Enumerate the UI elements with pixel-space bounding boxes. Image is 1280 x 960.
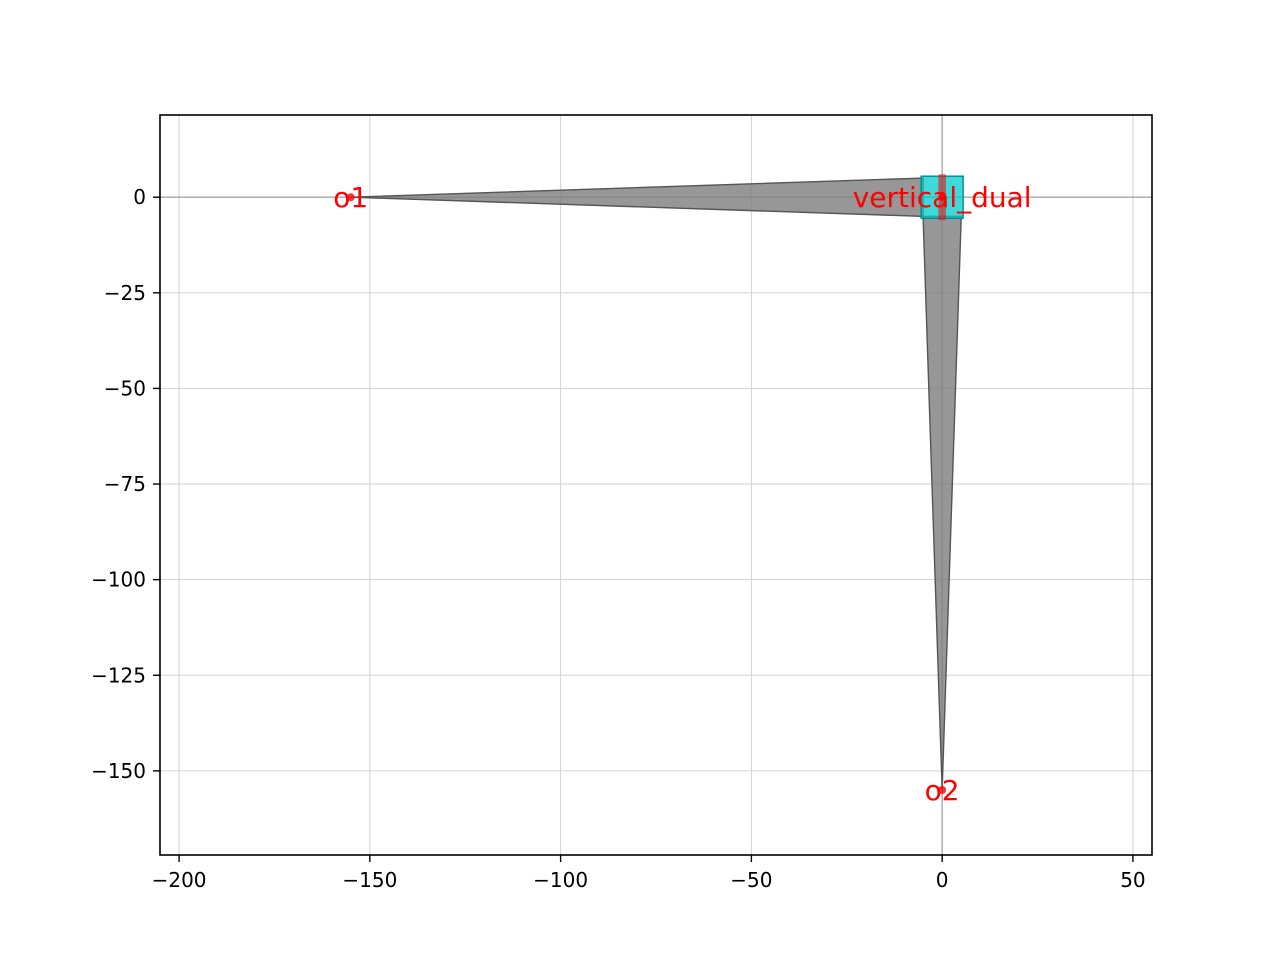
point-label-o2: o2	[925, 774, 960, 807]
x-tick-label: −200	[152, 868, 207, 892]
point-label-vertical_dual: vertical_dual	[853, 181, 1032, 214]
x-tick-label: 50	[1120, 868, 1145, 892]
y-tick-label: −125	[91, 663, 146, 687]
point-marker-o1	[346, 193, 355, 202]
axes-frame	[159, 114, 1153, 856]
y-tick-label: −50	[104, 376, 146, 400]
point-marker-o2	[938, 785, 947, 794]
y-tick-label: 0	[133, 185, 146, 209]
x-tick-label: −100	[533, 868, 588, 892]
plot-area: o1 o2 vertical_dual	[160, 115, 1152, 855]
y-tick-label: −75	[104, 472, 146, 496]
point-label-o1: o1	[333, 181, 368, 214]
x-tick-label: 0	[936, 868, 949, 892]
y-tick-label: −25	[104, 281, 146, 305]
tick-layer: −200 −150 −100 −50 0 50 0 −25 −50 −75 −100 −125 −150	[91, 185, 1146, 892]
x-tick-label: −150	[342, 868, 397, 892]
y-tick-label: −150	[91, 759, 146, 783]
point-marker-vertical_dual	[938, 193, 947, 202]
x-tick-label: −50	[730, 868, 772, 892]
y-tick-label: −100	[91, 568, 146, 592]
